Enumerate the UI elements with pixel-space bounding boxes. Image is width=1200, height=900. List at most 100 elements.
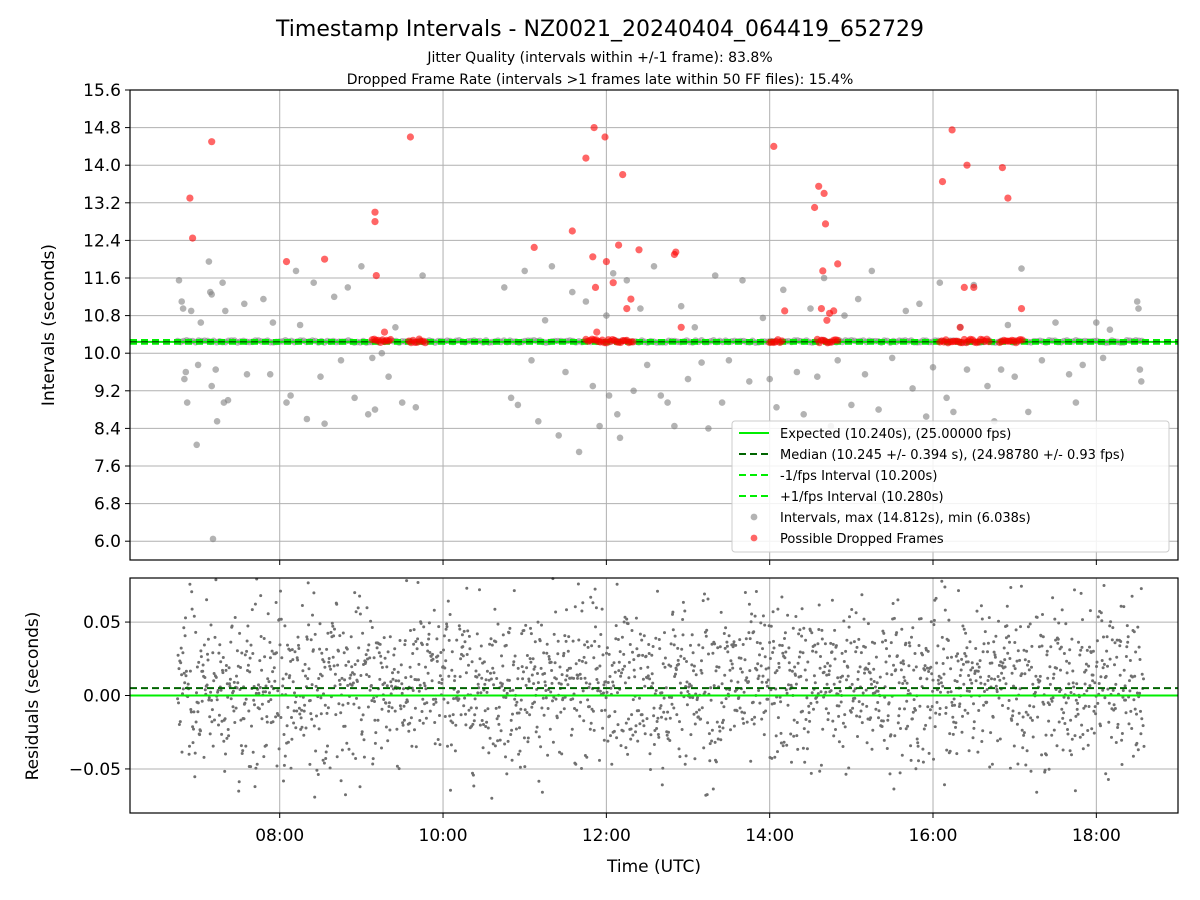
residual-point — [830, 598, 834, 602]
dropped-frame-point — [815, 182, 823, 190]
residual-point — [1006, 651, 1010, 655]
residual-point — [731, 645, 735, 649]
residual-point — [606, 739, 610, 743]
residual-point — [1053, 617, 1057, 621]
residual-point — [421, 721, 425, 725]
residual-point — [245, 639, 249, 643]
residual-point — [320, 651, 324, 655]
residual-point — [270, 649, 274, 653]
residual-point — [206, 652, 209, 656]
residual-point — [847, 766, 851, 770]
residual-point — [458, 627, 462, 631]
residual-point — [284, 672, 288, 676]
residual-point — [438, 714, 441, 717]
dropped-frame-point — [627, 295, 635, 303]
residual-point — [1025, 749, 1029, 753]
residual-point — [407, 729, 411, 733]
residual-point — [968, 678, 972, 682]
residual-point — [529, 632, 533, 636]
residual-point — [762, 733, 766, 737]
residual-point — [323, 665, 327, 669]
residual-point — [183, 634, 187, 638]
interval-point — [1106, 326, 1114, 334]
residual-point — [195, 665, 199, 669]
residual-point — [457, 697, 461, 701]
dropped-frame-point — [530, 243, 538, 251]
residual-point — [926, 705, 930, 709]
residual-point — [205, 683, 209, 687]
residual-point — [656, 589, 659, 593]
residual-point — [317, 727, 321, 731]
residual-point — [417, 662, 421, 666]
residual-point — [542, 651, 546, 655]
residual-point — [1048, 665, 1052, 669]
residual-point — [598, 664, 602, 668]
residual-point — [356, 606, 360, 610]
residual-point — [623, 681, 627, 685]
residual-point — [571, 639, 575, 643]
residual-point — [580, 659, 584, 663]
residual-point — [1021, 715, 1025, 719]
residual-point — [931, 678, 935, 682]
residual-point — [588, 682, 592, 686]
residual-point — [581, 689, 585, 693]
residual-point — [229, 697, 233, 701]
residual-point — [302, 709, 306, 713]
residual-point — [1065, 659, 1069, 663]
interval-point — [501, 284, 508, 291]
residual-point — [753, 614, 757, 618]
residual-point — [684, 754, 688, 758]
residual-point — [1046, 676, 1050, 680]
residual-point — [750, 718, 754, 721]
residual-point — [674, 668, 678, 672]
residual-point — [759, 664, 763, 668]
residual-point — [1105, 635, 1109, 639]
residual-point — [1051, 596, 1055, 600]
residual-point — [609, 686, 613, 690]
residual-point — [876, 689, 880, 693]
residual-point — [554, 677, 558, 681]
residual-point — [507, 631, 511, 635]
residual-point — [225, 736, 229, 740]
residual-point — [305, 637, 309, 641]
residual-point — [202, 755, 206, 759]
residual-point — [235, 686, 239, 690]
residual-point — [869, 716, 873, 720]
residual-point — [299, 727, 303, 731]
dropped-frame-point — [282, 258, 291, 266]
residual-point — [234, 706, 238, 710]
residual-point — [865, 741, 869, 745]
residual-point — [262, 637, 266, 640]
residual-point — [705, 628, 709, 632]
residual-point — [982, 642, 986, 646]
residual-point — [547, 655, 551, 658]
residual-point — [478, 588, 481, 592]
residual-point — [980, 617, 984, 621]
residual-point — [723, 646, 727, 650]
residual-point — [616, 691, 619, 695]
residual-point — [431, 652, 434, 656]
residual-point — [308, 762, 312, 766]
residual-point — [372, 656, 376, 660]
residual-point — [427, 632, 431, 636]
residual-point — [1109, 620, 1113, 624]
residual-point — [820, 637, 824, 641]
residual-point — [596, 689, 600, 693]
residual-point — [943, 585, 947, 589]
residual-point — [426, 671, 430, 675]
residual-point — [351, 681, 355, 685]
residual-point — [303, 703, 307, 707]
residual-point — [410, 744, 414, 748]
residual-point — [527, 677, 531, 681]
residual-point — [479, 644, 483, 648]
residual-point — [280, 656, 284, 660]
residual-point — [832, 734, 836, 738]
residual-point — [562, 654, 565, 658]
residual-point — [426, 649, 430, 653]
residual-point — [352, 672, 356, 676]
residual-point — [1118, 673, 1122, 677]
residual-point — [816, 642, 820, 646]
residual-point — [428, 651, 432, 654]
residual-point — [654, 636, 658, 640]
residual-point — [1003, 658, 1007, 662]
